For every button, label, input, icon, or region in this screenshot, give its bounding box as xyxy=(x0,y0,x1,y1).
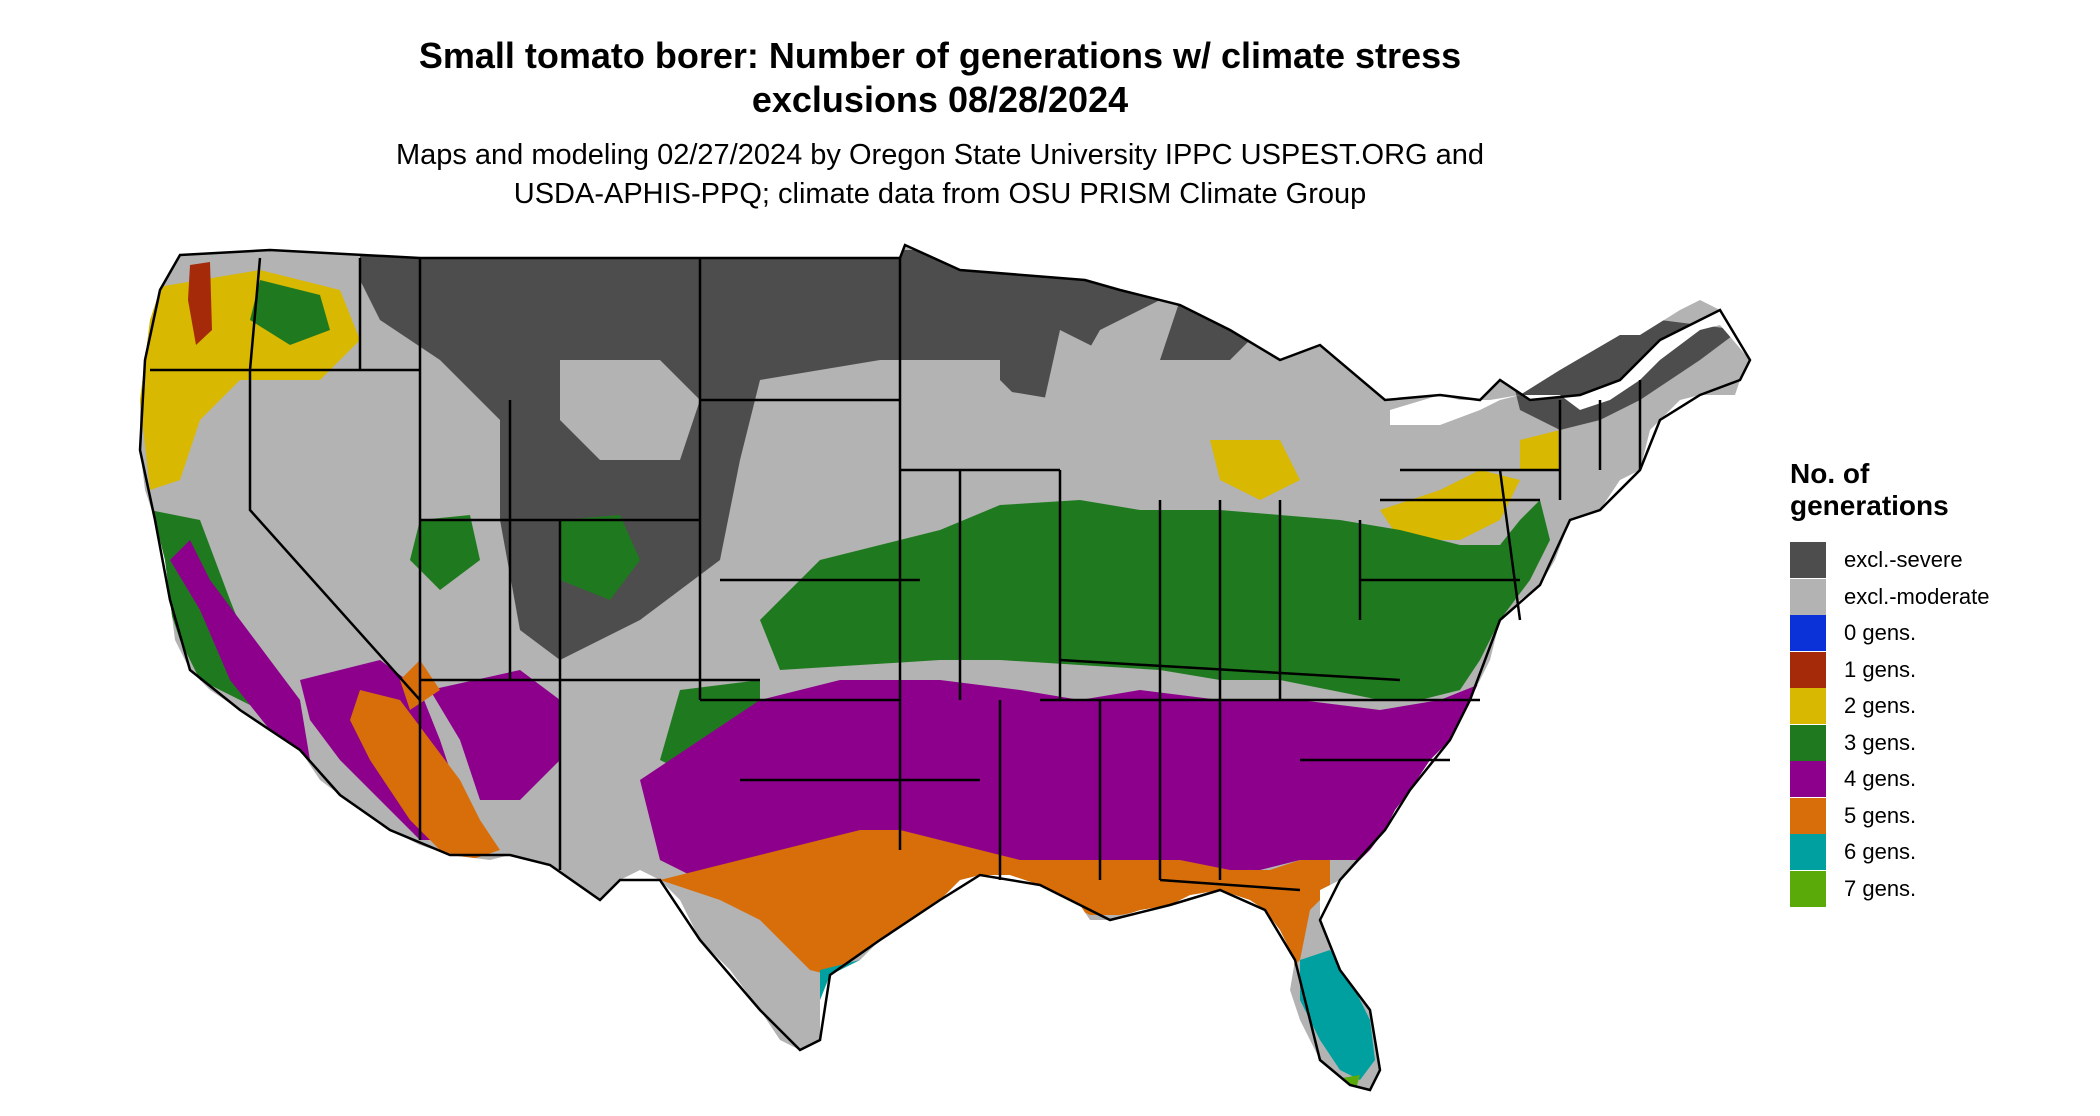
legend-swatch xyxy=(1790,761,1826,798)
legend-title: No. of generations xyxy=(1790,458,2090,522)
legend-entry: 0 gens. xyxy=(1790,615,2090,652)
legend-entry: excl.-severe xyxy=(1790,542,2090,579)
legend-label: 3 gens. xyxy=(1844,729,1917,755)
legend-swatch xyxy=(1790,651,1826,688)
subtitle-line-2: USDA-APHIS-PPQ; climate data from OSU PR… xyxy=(513,178,1367,210)
legend-entry: 1 gens. xyxy=(1790,651,2090,689)
legend-entry: 4 gens. xyxy=(1790,761,2090,798)
title-line-2: exclusions 08/28/2024 xyxy=(751,79,1129,120)
legend-label: 6 gens. xyxy=(1844,839,1917,865)
legend-swatch xyxy=(1790,724,1826,761)
map-title: Small tomato borer: Number of generation… xyxy=(0,34,1880,122)
legend-label: 1 gens. xyxy=(1844,656,1917,682)
state-borders xyxy=(138,243,1752,1092)
legend-entry: 6 gens. xyxy=(1790,834,2090,871)
legend-label: excl.-moderate xyxy=(1844,583,1990,609)
legend-swatch xyxy=(1790,870,1826,907)
legend-swatch xyxy=(1790,834,1826,871)
legend-entry: 3 gens. xyxy=(1790,724,2090,762)
legend-label: 4 gens. xyxy=(1844,766,1917,792)
legend-entry: 2 gens. xyxy=(1790,688,2090,725)
legend-entries: excl.-severe excl.-moderate 0 gens. 1 gens.… xyxy=(1790,542,2090,907)
legend-swatch xyxy=(1790,688,1826,725)
map-subtitle: Maps and modeling 02/27/2024 by Oregon S… xyxy=(0,136,1880,214)
title-line-1: Small tomato borer: Number of generation… xyxy=(418,35,1462,76)
subtitle-line-1: Maps and modeling 02/27/2024 by Oregon S… xyxy=(395,139,1485,171)
legend-swatch xyxy=(1790,797,1826,834)
legend-swatch xyxy=(1790,578,1826,615)
legend-entry: 7 gens. xyxy=(1790,870,2090,908)
legend-label: 0 gens. xyxy=(1844,620,1917,646)
legend-title-line-2: generations xyxy=(1790,490,1949,521)
legend-label: 7 gens. xyxy=(1844,875,1917,901)
legend-entry: excl.-moderate xyxy=(1790,578,2090,616)
legend-swatch xyxy=(1790,615,1826,652)
legend-label: 2 gens. xyxy=(1844,693,1917,719)
legend: No. of generations excl.-severe excl.-mod… xyxy=(1790,458,2090,907)
legend-title-line-1: No. of xyxy=(1790,458,1870,489)
legend-swatch xyxy=(1790,542,1826,579)
legend-label: excl.-severe xyxy=(1844,547,1963,573)
legend-label: 5 gens. xyxy=(1844,802,1917,828)
legend-entry: 5 gens. xyxy=(1790,797,2090,835)
